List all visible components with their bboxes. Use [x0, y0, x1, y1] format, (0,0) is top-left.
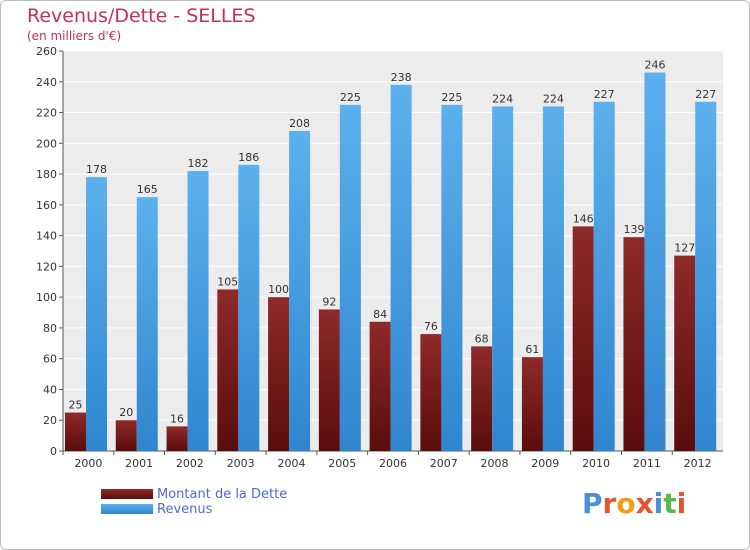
x-tick-label: 2012 [684, 457, 712, 470]
bar-debt [471, 346, 493, 451]
y-tick-label: 140 [36, 230, 57, 243]
bar-revenue [339, 104, 361, 451]
data-label-debt: 61 [525, 343, 539, 356]
bar-debt [674, 255, 696, 451]
y-tick-label: 260 [36, 45, 57, 58]
data-label-debt: 84 [373, 308, 387, 321]
bar-revenue [542, 106, 564, 451]
data-label-revenue: 224 [543, 92, 564, 105]
y-tick-label: 80 [43, 322, 57, 335]
logo-letter: i [653, 487, 664, 520]
y-tick-label: 120 [36, 260, 57, 273]
data-label-revenue: 227 [695, 88, 716, 101]
logo-letter: t [663, 487, 677, 520]
bar-debt [623, 237, 645, 451]
chart-title: Revenus/Dette - SELLES [27, 5, 256, 27]
data-label-debt: 25 [69, 399, 83, 412]
data-label-debt: 16 [170, 412, 184, 425]
data-label-debt: 127 [674, 242, 695, 255]
proxiti-logo: Proxiti [582, 487, 686, 520]
x-tick-label: 2010 [582, 457, 610, 470]
data-label-revenue: 238 [391, 71, 412, 84]
bar-revenue [136, 197, 158, 451]
x-tick-label: 2011 [633, 457, 661, 470]
x-tick-label: 2002 [176, 457, 204, 470]
legend-swatch-revenue [101, 504, 153, 514]
bar-revenue [593, 101, 615, 452]
y-tick-label: 180 [36, 168, 57, 181]
data-label-revenue: 182 [188, 157, 209, 170]
logo-letter: P [582, 487, 603, 520]
x-tick-label: 2006 [379, 457, 407, 470]
legend-label-debt: Montant de la Dette [157, 486, 288, 502]
x-tick-label: 2009 [531, 457, 559, 470]
y-tick-label: 200 [36, 137, 57, 150]
y-tick-label: 20 [43, 414, 57, 427]
logo-letter: o [616, 487, 636, 520]
bar-debt [318, 309, 340, 451]
data-label-revenue: 165 [137, 183, 158, 196]
logo-letter: r [602, 487, 617, 520]
data-label-revenue: 178 [86, 163, 107, 176]
bar-revenue [187, 171, 209, 451]
logo-letter: x [635, 487, 654, 520]
data-label-debt: 76 [424, 320, 438, 333]
bar-revenue [390, 84, 412, 451]
bar-debt [369, 321, 391, 451]
bar-revenue [492, 106, 514, 451]
x-tick-label: 2000 [74, 457, 102, 470]
x-tick-label: 2003 [227, 457, 255, 470]
y-tick-label: 40 [43, 383, 57, 396]
bar-revenue [289, 131, 311, 451]
legend-label-revenue: Revenus [157, 501, 213, 517]
data-label-debt: 92 [322, 295, 336, 308]
bar-debt [166, 426, 188, 451]
data-label-debt: 68 [475, 332, 489, 345]
data-label-revenue: 208 [289, 117, 310, 130]
x-tick-label: 2007 [430, 457, 458, 470]
data-label-revenue: 225 [340, 91, 361, 104]
y-tick-label: 220 [36, 107, 57, 120]
data-label-debt: 105 [217, 275, 238, 288]
data-label-revenue: 225 [441, 91, 462, 104]
legend-item-debt: Montant de la Dette [101, 486, 288, 502]
bar-debt [115, 420, 137, 451]
y-tick-label: 100 [36, 291, 57, 304]
y-tick-label: 0 [50, 445, 57, 458]
bar-debt [572, 226, 594, 451]
bar-revenue [644, 72, 666, 452]
bar-debt [217, 289, 239, 451]
x-tick-label: 2008 [481, 457, 509, 470]
data-label-revenue: 227 [594, 88, 615, 101]
bar-debt [521, 357, 543, 451]
bar-debt [268, 297, 290, 451]
bar-revenue [86, 177, 107, 451]
bar-debt [420, 334, 442, 451]
data-label-revenue: 246 [644, 59, 665, 72]
data-label-debt: 146 [573, 212, 594, 225]
data-label-debt: 100 [268, 283, 289, 296]
data-label-debt: 139 [623, 223, 644, 236]
logo-letter: i [676, 487, 687, 520]
data-label-revenue: 186 [238, 151, 259, 164]
data-label-debt: 20 [119, 406, 133, 419]
chart-subtitle: (en milliers d'€) [27, 29, 122, 43]
bar-revenue [441, 104, 463, 451]
legend-swatch-debt [101, 489, 153, 499]
bar-debt [65, 412, 86, 451]
x-tick-label: 2004 [277, 457, 305, 470]
bar-revenue [238, 164, 260, 451]
y-tick-label: 160 [36, 199, 57, 212]
x-tick-label: 2005 [328, 457, 356, 470]
legend-item-revenue: Revenus [101, 501, 213, 517]
y-tick-label: 240 [36, 76, 57, 89]
y-tick-label: 60 [43, 353, 57, 366]
data-label-revenue: 224 [492, 92, 513, 105]
bar-revenue [695, 101, 717, 452]
x-tick-label: 2001 [125, 457, 153, 470]
